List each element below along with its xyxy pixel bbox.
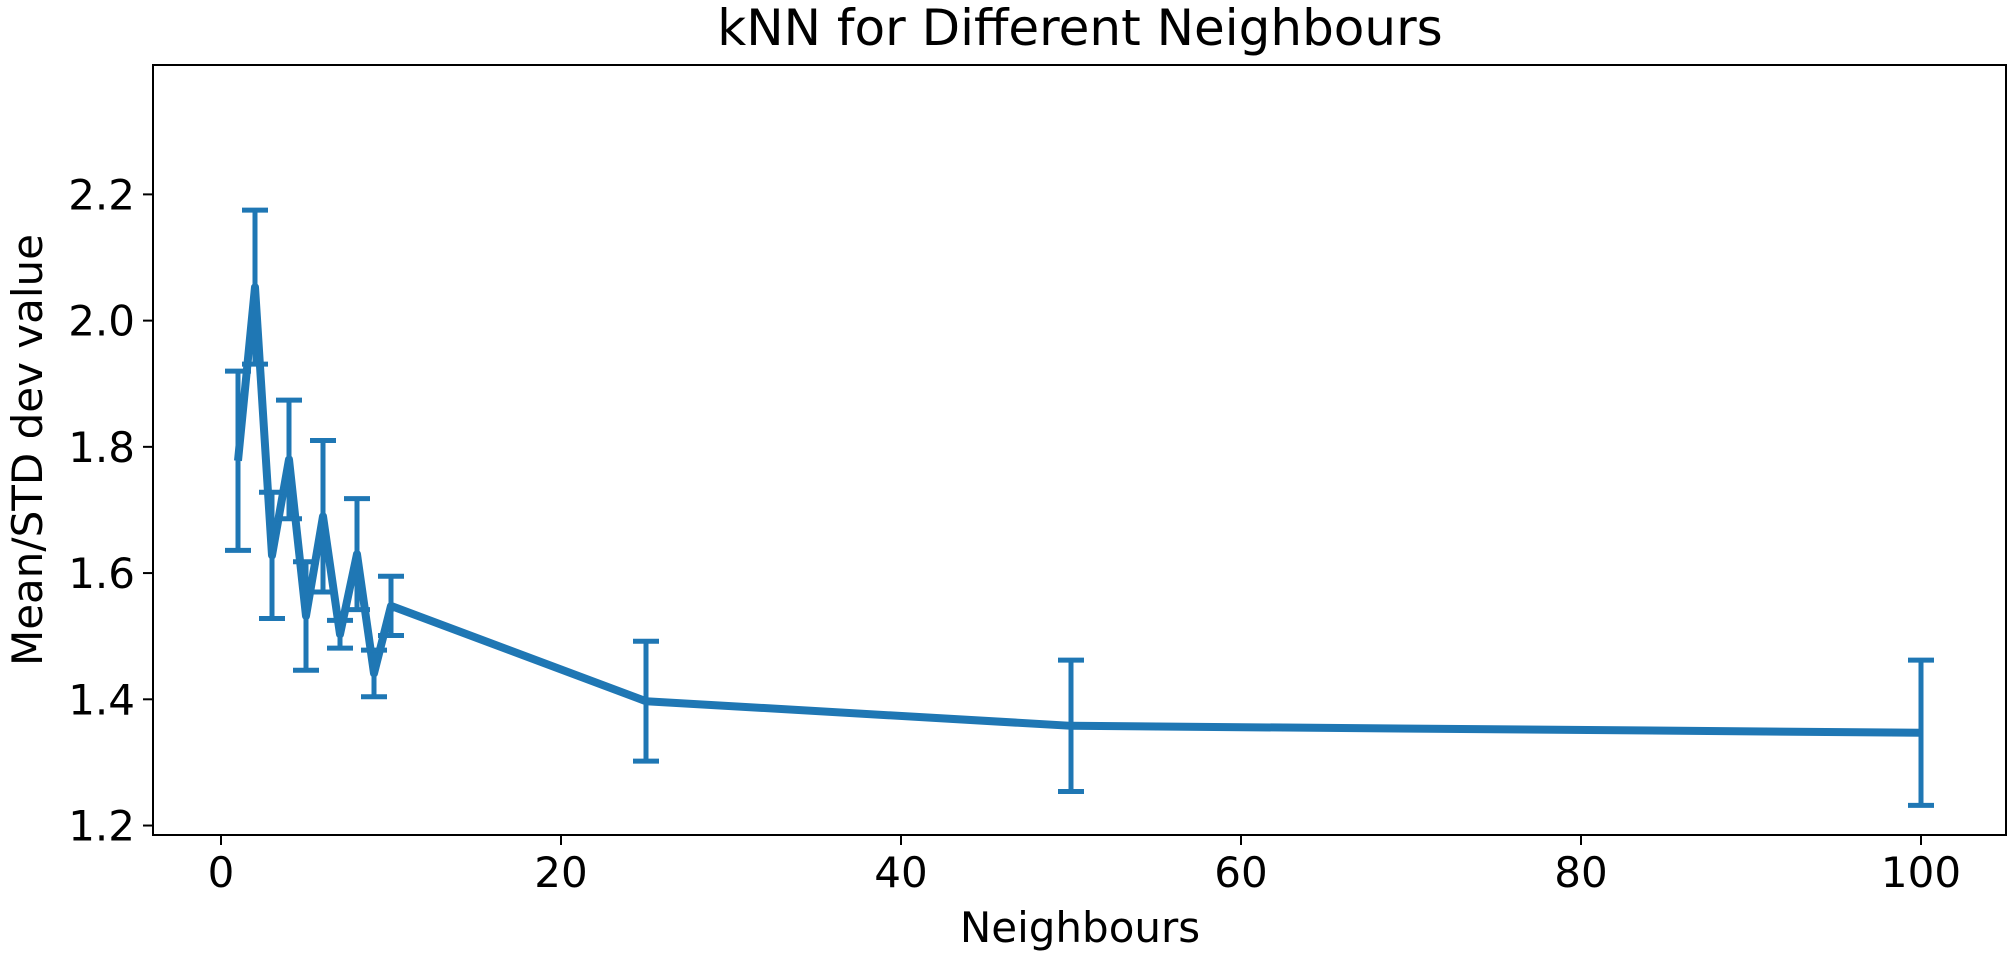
x-tick-label: 0 [208, 848, 235, 897]
y-tick-label: 1.6 [68, 549, 135, 598]
x-tick-label: 100 [1881, 848, 1961, 897]
y-tick-label: 1.2 [68, 802, 135, 851]
y-tick-label: 1.4 [68, 675, 135, 724]
x-tick-label: 80 [1554, 848, 1607, 897]
y-tick-label: 2.2 [68, 170, 135, 219]
x-tick-label: 20 [534, 848, 587, 897]
y-axis-label: Mean/STD dev value [3, 234, 52, 666]
chart-title: kNN for Different Neighbours [717, 0, 1442, 57]
x-tick-label: 40 [874, 848, 927, 897]
error-bar [1058, 657, 1084, 794]
error-bar [293, 559, 319, 673]
error-bar [378, 573, 404, 639]
error-bar [225, 368, 251, 553]
x-axis: 0 20 40 60 80 100 [208, 835, 1961, 897]
plot-area [225, 207, 1934, 808]
y-axis: 1.2 1.4 1.6 1.8 2.0 2.2 [68, 170, 153, 851]
error-bar [1908, 657, 1934, 808]
series-line [234, 283, 1922, 737]
error-bar [276, 397, 302, 522]
error-bar [327, 617, 353, 651]
error-bar [242, 207, 268, 367]
error-bar [310, 438, 336, 595]
error-bar [344, 496, 370, 613]
axes-frame [152, 64, 2007, 836]
error-bar [361, 647, 387, 700]
y-tick-label: 2.0 [68, 297, 135, 346]
error-bar [259, 489, 285, 622]
y-tick-label: 1.8 [68, 423, 135, 472]
error-bar [633, 638, 659, 764]
x-tick-label: 60 [1214, 848, 1267, 897]
x-axis-label: Neighbours [960, 903, 1200, 952]
